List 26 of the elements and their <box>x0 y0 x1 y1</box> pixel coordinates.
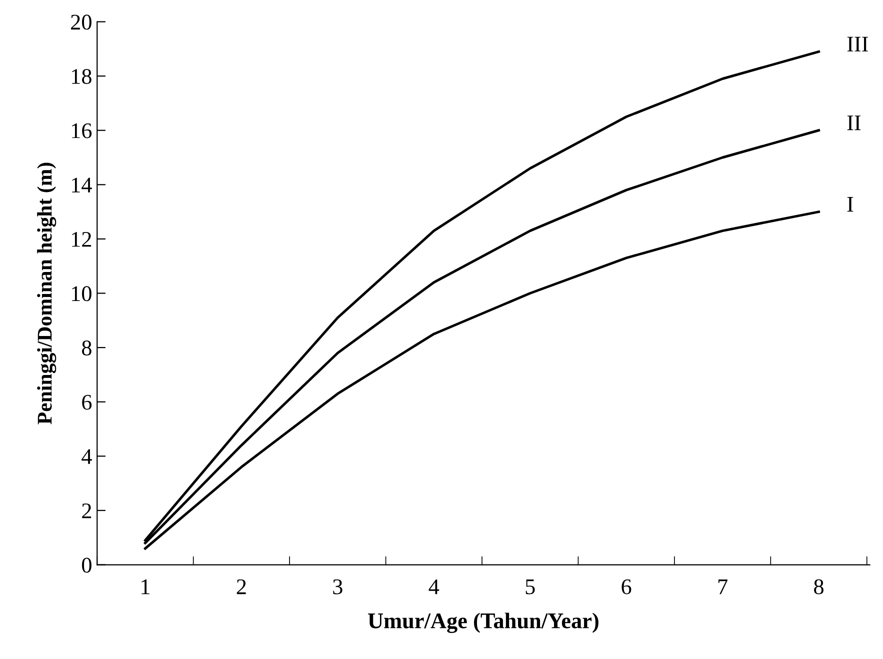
x-tick-label: 3 <box>333 579 342 594</box>
y-tick-label: 10 <box>72 286 92 302</box>
x-tick-label: 6 <box>622 579 632 594</box>
x-tick-label: 4 <box>428 579 440 594</box>
x-axis-title: Umur/Age (Tahun/Year) <box>368 612 598 634</box>
y-tick-label: 8 <box>82 340 92 356</box>
line-series <box>144 50 820 542</box>
y-tick-label: 4 <box>82 449 92 464</box>
series-label: III <box>847 36 868 52</box>
x-tick-label: 7 <box>718 580 728 594</box>
line-series <box>144 210 820 550</box>
x-tick-label: 5 <box>526 580 535 594</box>
y-axis-title: Peninggi/Dominan height (m) <box>37 162 56 424</box>
series-label: I <box>847 197 854 212</box>
y-tick-label: 12 <box>72 232 92 247</box>
series-label: II <box>847 116 861 130</box>
y-tick-label: 6 <box>82 394 92 410</box>
y-tick-label: 2 <box>82 503 92 518</box>
y-tick-label: 18 <box>72 68 92 84</box>
y-tick-label: 20 <box>71 14 92 30</box>
y-tick-label: 16 <box>72 123 92 138</box>
y-tick-label: 14 <box>72 178 92 192</box>
x-tick-label: 8 <box>814 579 824 594</box>
y-tick-label: 0 <box>82 558 92 573</box>
x-tick-label: 2 <box>236 579 246 594</box>
x-tick-label: 1 <box>142 579 150 594</box>
